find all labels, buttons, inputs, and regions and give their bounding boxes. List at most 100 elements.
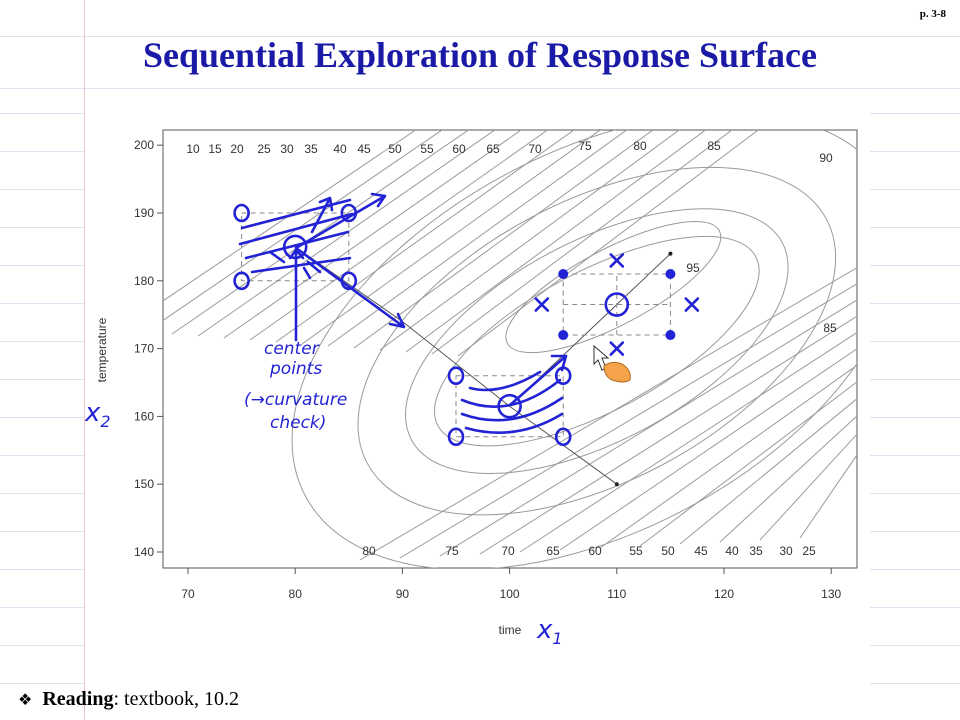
contour-label-top: 50 [388,142,402,156]
contour-label-bottom: 35 [749,544,763,558]
contour-line [431,130,733,355]
margin-line [84,0,85,720]
contour-line [353,130,654,349]
contour-label-top: 75 [578,139,592,153]
contour-line [799,454,857,539]
contour-label-top: 45 [357,142,371,156]
reading-label: Reading [42,688,114,710]
contour-label-top: 40 [333,142,347,156]
axial-point [684,297,700,312]
contour-label-top: 80 [633,139,647,153]
contour-line [439,299,857,557]
arrow [508,354,568,407]
design-point [558,330,569,341]
design-box [562,273,671,336]
contour-line [479,315,857,555]
contour-label-top: 35 [304,142,318,156]
contour-label-bottom: 40 [725,544,739,558]
contour-80 [405,208,789,474]
axial-point [609,253,625,268]
pointer-ticks [268,250,322,280]
ruled-line [0,88,960,89]
design-point [340,203,358,223]
center-point [497,393,522,419]
ruled-line [0,36,960,37]
contour-line [519,331,857,553]
contour-label-top: 30 [280,142,294,156]
contour-85 [357,166,837,516]
contour-label-top: 70 [528,142,542,156]
contour-label-bottom: 55 [629,544,643,558]
design-point [665,269,676,280]
contour-label-top: 85 [707,139,721,153]
contour-label-bottom: 25 [802,544,816,558]
x-tick-label: 90 [396,587,410,601]
design-point [554,427,572,447]
contour-line [405,130,707,353]
contour-label-top: 10 [186,142,200,156]
contour-label-bottom: 75 [445,544,459,558]
curvature-note: (→curvature [244,390,347,410]
x-tick-label: 80 [289,587,303,601]
page-number: p. 3-8 [919,8,946,20]
contour-line [599,364,857,549]
contour-line [163,130,443,322]
reading-text: : textbook, 10.2 [113,688,240,710]
contour-line [679,398,857,545]
contour-label-top: 60 [452,142,466,156]
design-point [233,203,250,223]
hand-cursor-icon [593,344,631,383]
reading-note: ❖ Reading: textbook, 10.2 [18,688,239,711]
axial-point [609,341,625,356]
design-point [558,269,569,280]
y-tick-label: 140 [134,545,154,559]
contour-line [639,381,857,547]
x-tick-label: 120 [714,587,734,601]
design-box [455,375,564,438]
x1-label: x1 [536,615,563,648]
contour-95 [505,220,722,354]
center-point [282,234,308,260]
x-tick-label: 110 [607,587,626,601]
x-tick-label: 70 [181,587,195,601]
contour-lines [163,130,857,568]
path-dot [614,482,619,487]
contour-line [457,130,759,357]
design-point [554,366,572,386]
contour-label-bottom: 65 [546,544,560,558]
contour-chart: 70 80 90 100 110 120 130 140 150 160 170 180 190 200 t… [85,129,858,648]
contour-label-top: 65 [486,142,500,156]
x-tick-label: 130 [821,587,841,601]
contour-line [559,348,857,551]
contour-line [275,130,575,343]
contour-label-top: 55 [420,142,434,156]
contour-label-top: 20 [230,142,244,156]
contour-labels: 10 15 20 25 30 35 40 45 50 55 60 65 70 75 80 85 90 80 75 70… [186,139,837,558]
contour-line [379,130,681,351]
curvature-note-2: check) [270,413,326,433]
axial-point [534,297,550,312]
contour-line [249,130,549,341]
x-tick-label: 100 [500,587,520,601]
contour-75 [434,235,760,447]
contour-label-bottom: 30 [779,544,793,558]
bullet-icon: ❖ [18,690,33,709]
plot-frame [162,129,858,569]
design-point [447,366,465,386]
contour-line [327,130,628,347]
y-tick-label: 190 [134,206,154,220]
x-axis-label: time [499,623,522,637]
contour-label-bottom: 70 [501,544,515,558]
y-tick-label: 200 [134,138,154,152]
contour-line [223,130,523,339]
center-points-note: center [264,339,320,359]
design-points [233,203,700,447]
contour-line [719,415,857,543]
x2-label: x2 [85,398,111,431]
contour-line [301,130,602,345]
arrow [310,196,334,234]
y-tick-label: 180 [134,274,154,288]
contour-figure: 70 80 90 100 110 120 130 140 150 160 170 180 190 200 t… [85,112,870,687]
contour-line [197,130,496,337]
contour-label-bottom: 45 [694,544,708,558]
